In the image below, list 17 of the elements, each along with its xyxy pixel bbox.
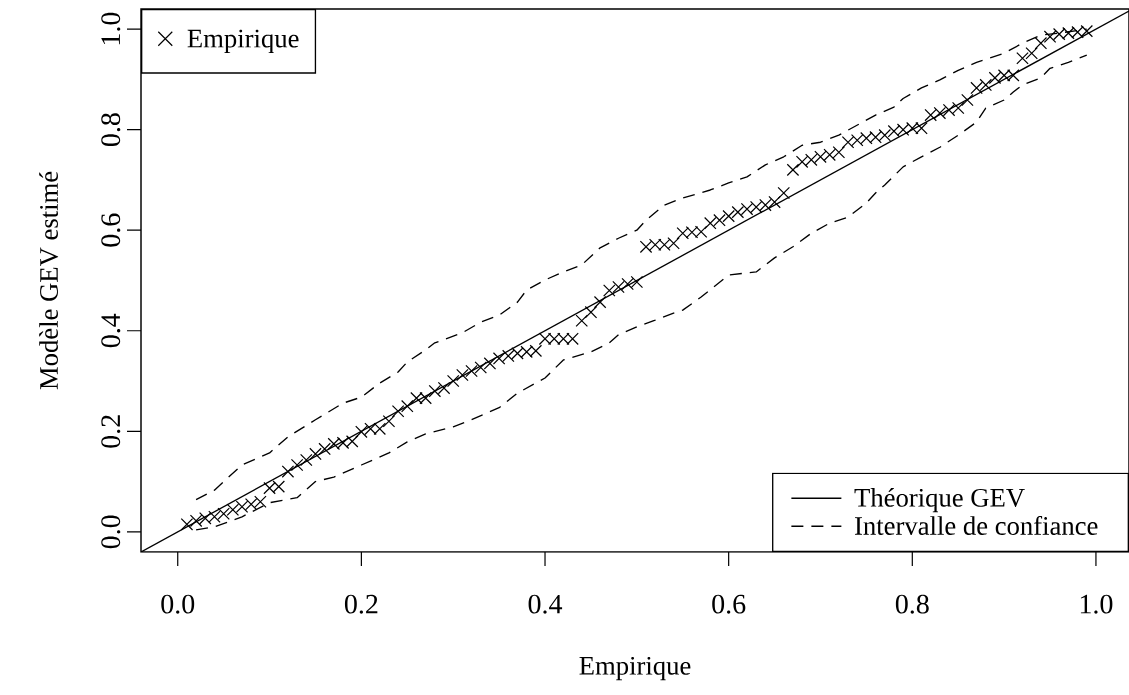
y-axis-title: Modèle GEV estimé [39, 171, 59, 390]
legend-label: Empirique [187, 29, 299, 53]
y-tick-label: 0.4 [101, 313, 121, 348]
y-tick-label: 0.6 [101, 213, 121, 247]
legend-label: Intervalle de confiance [855, 515, 1098, 535]
y-tick-label: 0.0 [101, 515, 121, 549]
x-tick-label: 0.8 [895, 594, 929, 614]
x-tick-label: 1.0 [1080, 594, 1113, 614]
legend-label: Théorique GEV [854, 488, 1025, 513]
x-tick-label: 0.6 [712, 594, 746, 614]
y-tick-label: 0.8 [101, 113, 121, 147]
x-axis-title: Empirique [579, 656, 691, 681]
x-tick-label: 0.4 [528, 594, 563, 614]
x-tick-label: 0.0 [161, 594, 195, 614]
x-tick-label: 0.2 [344, 594, 378, 614]
y-tick-label: 1.0 [101, 12, 121, 45]
y-tick-label: 0.2 [101, 415, 121, 448]
